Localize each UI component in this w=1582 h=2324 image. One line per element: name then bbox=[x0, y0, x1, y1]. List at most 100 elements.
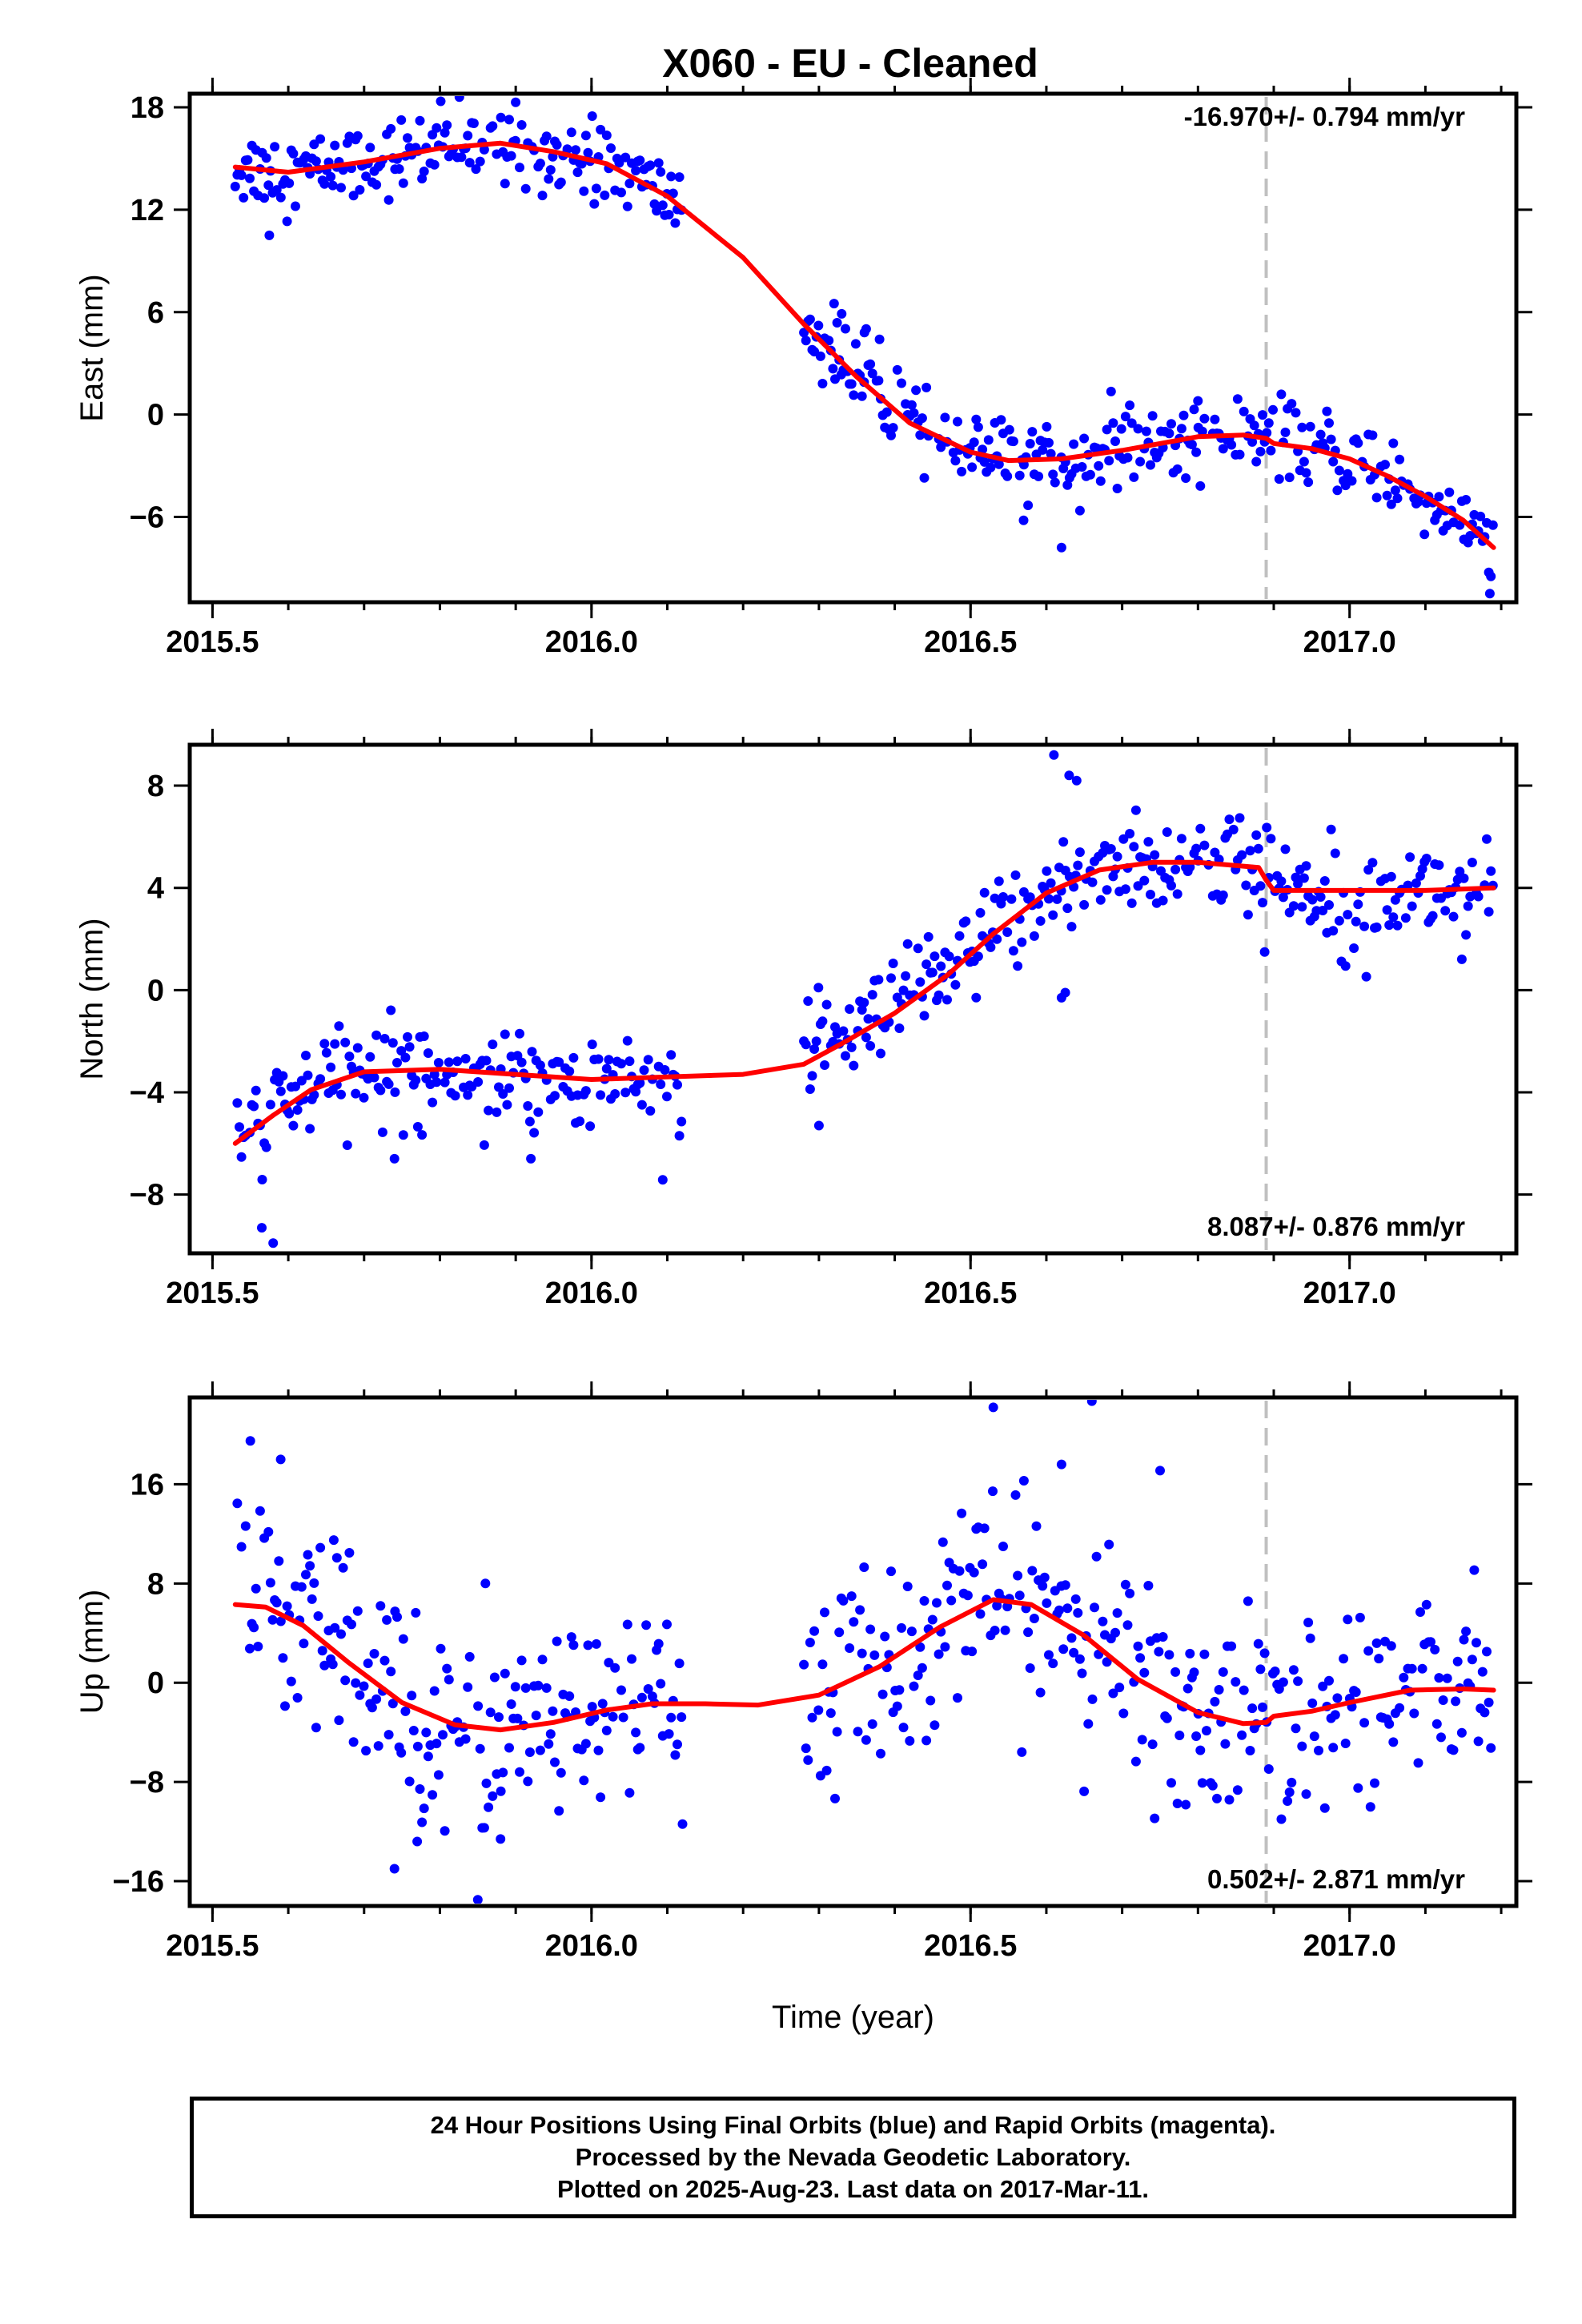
data-point bbox=[874, 334, 885, 344]
data-point bbox=[1288, 901, 1299, 911]
y-axis-label: Up (mm) bbox=[74, 1590, 110, 1715]
data-point bbox=[825, 1708, 836, 1719]
velocity-label: 0.502+/- 2.871 mm/yr bbox=[1207, 1864, 1465, 1894]
data-point bbox=[1085, 469, 1095, 480]
data-point bbox=[1197, 426, 1207, 436]
data-point bbox=[643, 1684, 653, 1694]
data-point bbox=[849, 390, 859, 400]
data-point bbox=[662, 1619, 672, 1630]
data-point bbox=[352, 131, 363, 141]
data-point bbox=[919, 472, 930, 483]
data-point bbox=[1324, 418, 1334, 428]
data-point bbox=[1319, 1803, 1330, 1813]
data-point bbox=[334, 1715, 344, 1726]
data-point bbox=[616, 1059, 626, 1069]
data-point bbox=[1303, 477, 1314, 488]
data-point bbox=[1297, 1741, 1307, 1751]
data-point bbox=[801, 1039, 811, 1050]
data-point bbox=[1181, 473, 1191, 483]
data-point bbox=[622, 1619, 632, 1630]
data-point bbox=[361, 1746, 371, 1756]
data-point bbox=[1434, 1673, 1444, 1683]
data-point bbox=[627, 1654, 636, 1664]
data-point bbox=[666, 1712, 677, 1723]
data-point bbox=[1172, 889, 1182, 899]
data-point bbox=[1090, 1602, 1099, 1613]
footer-line-1: 24 Hour Positions Using Final Orbits (bl… bbox=[430, 2111, 1276, 2139]
data-point bbox=[601, 1063, 612, 1074]
data-point bbox=[1268, 404, 1278, 415]
data-point bbox=[292, 1693, 303, 1703]
data-point bbox=[979, 456, 990, 467]
data-point bbox=[1330, 1710, 1340, 1720]
data-point bbox=[973, 951, 983, 962]
data-point bbox=[1486, 1743, 1496, 1753]
data-point bbox=[1139, 875, 1150, 886]
data-point bbox=[1048, 1659, 1058, 1669]
data-point bbox=[1334, 465, 1344, 476]
data-point bbox=[813, 1120, 824, 1131]
data-point bbox=[934, 990, 944, 1000]
data-point bbox=[953, 416, 962, 427]
data-point bbox=[275, 1616, 286, 1626]
data-point bbox=[1270, 1667, 1280, 1676]
data-point bbox=[1050, 477, 1060, 488]
x-tick-label: 2016.0 bbox=[545, 1929, 638, 1963]
data-point bbox=[1087, 877, 1098, 887]
data-point bbox=[1150, 1813, 1160, 1823]
data-point bbox=[1258, 1702, 1267, 1712]
data-point bbox=[438, 1730, 448, 1740]
data-point bbox=[1029, 931, 1039, 941]
data-point bbox=[1334, 915, 1344, 926]
data-point bbox=[429, 159, 440, 170]
data-point bbox=[479, 1823, 489, 1833]
data-point bbox=[568, 1052, 579, 1063]
data-point bbox=[245, 1643, 255, 1654]
data-point bbox=[1482, 1647, 1492, 1657]
data-point bbox=[1444, 487, 1455, 497]
data-point bbox=[440, 1077, 450, 1088]
data-point bbox=[480, 1578, 491, 1589]
data-point bbox=[544, 174, 554, 184]
data-point bbox=[938, 1537, 948, 1547]
data-point bbox=[1274, 474, 1284, 485]
data-point bbox=[1189, 404, 1199, 415]
data-point bbox=[998, 892, 1008, 902]
data-point bbox=[379, 1655, 390, 1666]
data-point bbox=[442, 120, 452, 131]
data-point bbox=[373, 1741, 383, 1751]
data-point bbox=[1069, 1647, 1079, 1658]
data-point bbox=[275, 192, 286, 203]
data-point bbox=[1245, 846, 1255, 856]
data-point bbox=[1220, 1739, 1231, 1749]
data-point bbox=[1355, 1612, 1365, 1622]
data-point bbox=[992, 934, 1002, 944]
data-point bbox=[494, 1712, 504, 1723]
data-point bbox=[383, 1079, 394, 1089]
data-point bbox=[440, 1826, 450, 1836]
data-point bbox=[1042, 421, 1052, 432]
data-point bbox=[1071, 775, 1082, 786]
data-point bbox=[1382, 905, 1392, 915]
data-point bbox=[1166, 880, 1176, 891]
data-point bbox=[954, 1566, 965, 1576]
data-point bbox=[1247, 436, 1258, 447]
data-point bbox=[656, 1679, 666, 1689]
data-point bbox=[444, 1057, 454, 1068]
data-point bbox=[934, 1649, 944, 1659]
data-point bbox=[813, 1705, 824, 1715]
data-point bbox=[433, 1058, 444, 1068]
data-point bbox=[821, 999, 832, 1010]
data-point bbox=[636, 1692, 647, 1703]
data-point bbox=[1353, 438, 1363, 448]
data-point bbox=[1062, 1603, 1073, 1614]
data-point bbox=[1307, 1698, 1318, 1708]
data-point bbox=[1150, 850, 1160, 860]
data-point bbox=[950, 979, 961, 990]
data-point bbox=[255, 1506, 265, 1516]
data-point bbox=[1130, 1756, 1141, 1767]
data-point bbox=[319, 1039, 330, 1049]
data-point bbox=[520, 183, 531, 194]
data-point bbox=[1318, 906, 1328, 915]
data-point bbox=[330, 1039, 340, 1049]
